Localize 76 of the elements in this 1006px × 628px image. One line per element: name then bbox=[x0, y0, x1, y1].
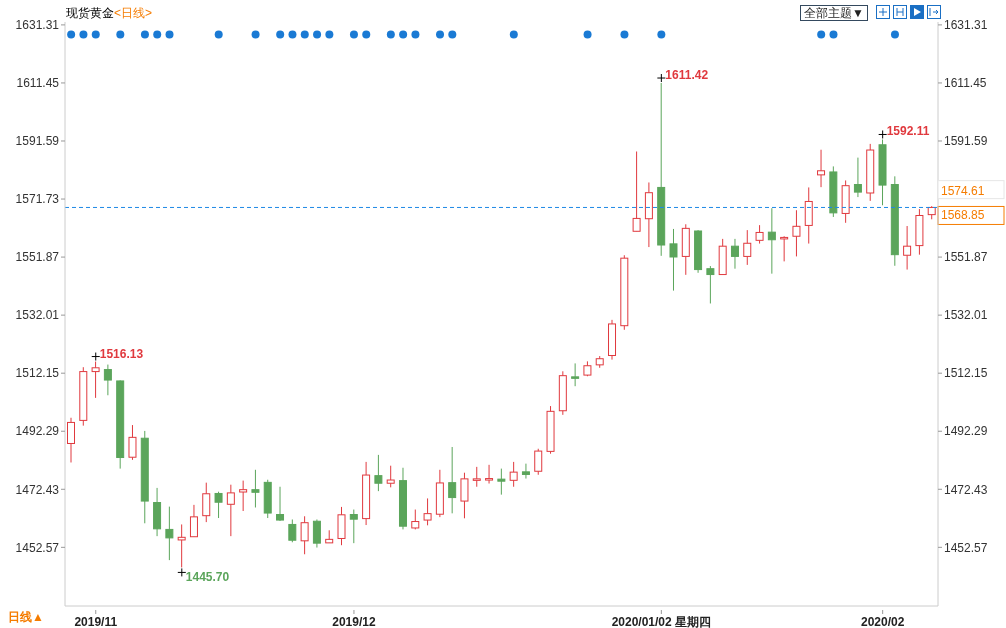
candlestick bbox=[165, 506, 174, 561]
candlestick bbox=[669, 228, 678, 292]
annotation: 1611.42 bbox=[665, 68, 709, 83]
y-tick-label: 1532.01 bbox=[15, 308, 60, 323]
y2-tick-label: 1532.01 bbox=[944, 308, 988, 323]
x-tick-label: 2019/11 bbox=[74, 615, 118, 628]
text: 全部主题▼ bbox=[800, 5, 868, 21]
candlestick bbox=[448, 446, 457, 514]
annotation: 1445.70 bbox=[185, 570, 230, 585]
candlestick bbox=[177, 523, 186, 568]
candlestick bbox=[374, 454, 383, 492]
text: 1574.61 bbox=[941, 183, 985, 198]
y-tick-label: 1472.43 bbox=[15, 482, 60, 497]
candlestick bbox=[485, 464, 494, 485]
text: 日线▲ bbox=[8, 610, 44, 624]
candlestick bbox=[91, 361, 100, 399]
candlestick bbox=[509, 461, 518, 488]
y-tick-label: 1512.15 bbox=[15, 366, 60, 381]
ref-line-label: 1568.85 bbox=[941, 208, 985, 223]
candlestick bbox=[349, 509, 358, 544]
candlestick bbox=[632, 150, 641, 232]
candlestick bbox=[497, 468, 506, 496]
candlestick bbox=[460, 472, 469, 519]
candlestick bbox=[706, 265, 715, 304]
y2-tick-label: 1472.43 bbox=[944, 482, 988, 497]
y2-tick-label: 1591.59 bbox=[944, 134, 988, 149]
y2-tick-label: 1492.29 bbox=[944, 424, 988, 439]
candlestick bbox=[128, 424, 137, 461]
x-tick-label: 2020/01/02 星期四 bbox=[611, 615, 712, 628]
x-tick-label: 2020/02 bbox=[860, 615, 905, 628]
annotation: 1516.13 bbox=[99, 346, 144, 361]
candlestick bbox=[214, 491, 223, 519]
candlestick bbox=[337, 506, 346, 546]
candlestick bbox=[276, 486, 285, 522]
candlestick bbox=[903, 225, 912, 271]
candlestick bbox=[67, 417, 75, 463]
candlestick bbox=[521, 463, 530, 480]
y-tick-label: 1492.29 bbox=[15, 424, 60, 439]
candlestick bbox=[853, 157, 862, 198]
y-tick-label: 1631.31 bbox=[15, 18, 60, 33]
candlestick bbox=[312, 518, 321, 549]
candlestick bbox=[300, 515, 309, 555]
chart-title: 现货黄金 bbox=[66, 6, 114, 20]
x-tick-label: 2019/12 bbox=[332, 615, 376, 628]
candlestick bbox=[534, 448, 543, 476]
candlestick bbox=[386, 465, 395, 488]
y2-tick-label: 1631.31 bbox=[944, 18, 988, 33]
candlestick bbox=[202, 482, 211, 523]
candlestick bbox=[755, 224, 764, 245]
y-tick-label: 1551.87 bbox=[15, 250, 60, 265]
annotation: 1592.11 bbox=[886, 124, 930, 139]
y-tick-label: 1591.59 bbox=[15, 134, 60, 149]
y2-tick-label: 1452.57 bbox=[944, 540, 988, 555]
candlestick bbox=[792, 209, 801, 257]
candlestick bbox=[239, 480, 248, 512]
y-tick-label: 1571.73 bbox=[15, 192, 60, 207]
candlestick bbox=[571, 362, 580, 387]
candlestick bbox=[288, 518, 297, 543]
y2-tick-label: 1611.45 bbox=[944, 76, 987, 91]
candlestick bbox=[817, 149, 826, 188]
candlestick bbox=[226, 484, 235, 537]
candlestick bbox=[730, 238, 739, 270]
candlestick bbox=[804, 186, 813, 245]
candlestick bbox=[780, 235, 789, 262]
candlestick bbox=[423, 497, 432, 526]
candlestick bbox=[767, 207, 776, 275]
candlestick bbox=[472, 466, 481, 488]
y2-tick-label: 1512.15 bbox=[944, 366, 988, 381]
candlestick bbox=[189, 504, 198, 538]
y-tick-label: 1611.45 bbox=[16, 76, 60, 91]
candlestick bbox=[251, 469, 260, 508]
y-tick-label: 1452.57 bbox=[15, 540, 60, 555]
candlestick bbox=[103, 364, 112, 396]
candlestick bbox=[743, 229, 752, 266]
y2-tick-label: 1551.87 bbox=[944, 250, 988, 265]
chart-subtitle: <日线> bbox=[114, 6, 153, 20]
